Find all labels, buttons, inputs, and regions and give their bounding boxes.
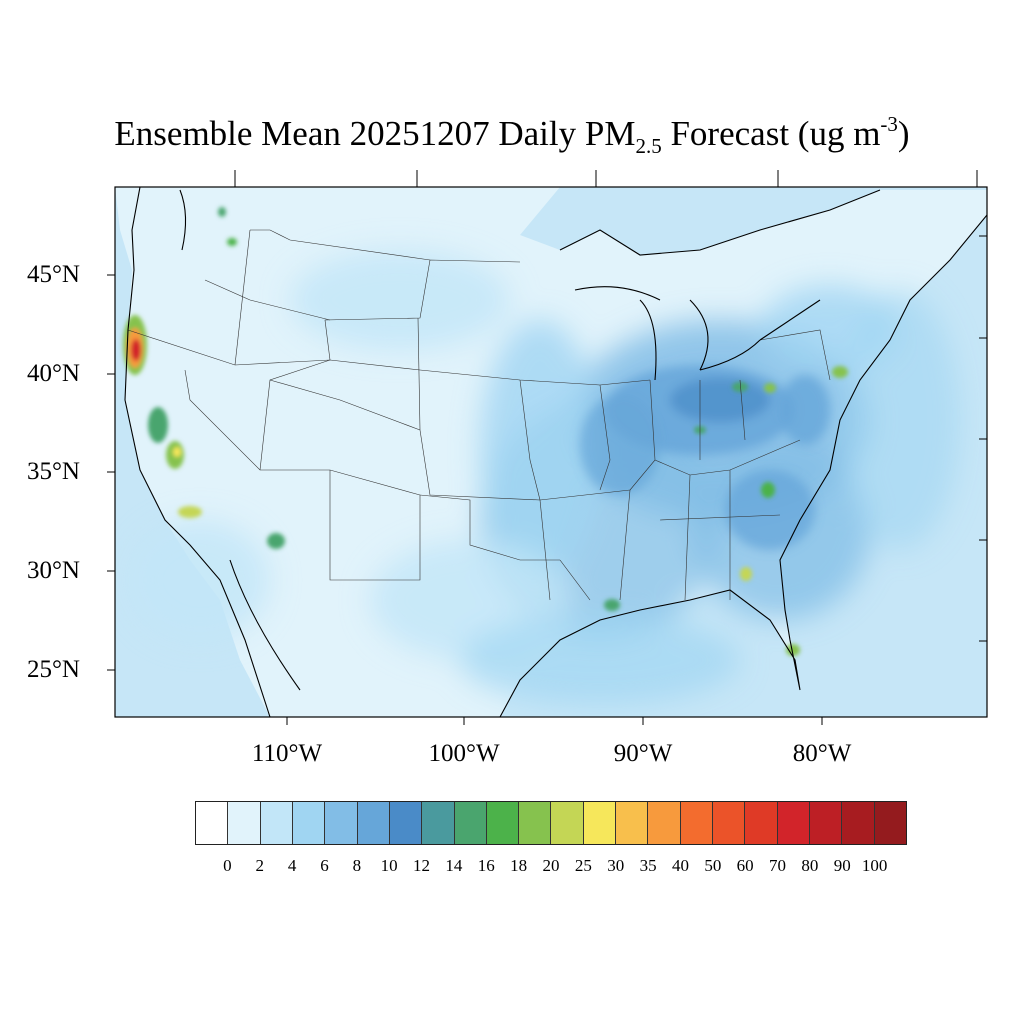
colorbar-swatch [454,802,487,844]
colorbar-tick-label: 20 [542,856,560,875]
colorbar-swatch [519,802,552,844]
colorbar-swatch [583,802,617,844]
colorbar-swatch [745,802,778,844]
colorbar-swatch [389,802,423,844]
colorbar-tick-label: 4 [287,856,297,875]
state-boundaries [127,229,831,601]
colorbar-swatch [777,802,810,844]
colorbar-tick-label: 35 [639,856,657,875]
colorbar-tick-label: 2 [255,856,264,875]
coastlines [124,187,987,717]
lat-label-30: 30°N [26,557,80,584]
colorbar-swatch [357,802,390,844]
colorbar-swatch [228,802,261,844]
lat-label-25: 25°N [26,656,80,683]
colorbar-tick-label: 6 [320,856,329,875]
colorbar-swatch [648,802,681,844]
lat-label-45: 45°N [26,261,80,288]
hotspots [123,207,848,656]
colorbar-labels: 0 2 4 6 8 10 12 14 16 18 20 25 30 35 40 50 60 70 80 90 100 [195,856,907,878]
colorbar-tick-label: 0 [223,856,232,875]
colorbar-tick-label: 80 [801,856,819,875]
colorbar-swatch [874,802,906,844]
colorbar-swatch [842,802,875,844]
colorbar-tick-label: 14 [445,856,463,875]
lat-label-40: 40°N [26,360,80,387]
colorbar-swatch [486,802,520,844]
colorbar-swatch [616,802,649,844]
lon-label-80w: 80°W [792,740,852,767]
colorbar-swatch [680,802,713,844]
lat-label-35: 35°N [26,458,80,485]
colorbar-tick-label: 40 [671,856,689,875]
colorbar-tick-label: 25 [574,856,592,875]
lon-label-100w: 100°W [428,740,500,767]
page-title: Ensemble Mean 20251207 Daily PM2.5 Forec… [114,112,910,158]
colorbar-tick-label: 18 [510,856,528,875]
concentration-field [130,250,960,705]
lon-label-90w: 90°W [613,740,673,767]
colorbar-swatch [551,802,584,844]
colorbar-tick-label: 50 [704,856,722,875]
colorbar-tick-label: 8 [352,856,362,875]
colorbar-swatch [422,802,455,844]
colorbar-tick-label: 10 [380,856,398,875]
colorbar-swatch [292,802,326,844]
axis-ticks [107,170,987,725]
colorbar [195,801,907,845]
colorbar-tick-label: 12 [413,856,431,875]
colorbar-swatch [325,802,358,844]
colorbar-swatch [260,802,293,844]
colorbar-tick-label: 100 [861,856,888,875]
colorbar-tick-label: 30 [607,856,625,875]
colorbar-tick-label: 60 [736,856,754,875]
colorbar-tick-label: 90 [833,856,851,875]
colorbar-swatch [713,802,746,844]
colorbar-swatch [196,802,229,844]
lon-label-110w: 110°W [251,740,323,767]
map-frame [114,186,988,718]
colorbar-tick-label: 70 [769,856,787,875]
colorbar-tick-label: 16 [477,856,495,875]
colorbar-swatch [809,802,843,844]
